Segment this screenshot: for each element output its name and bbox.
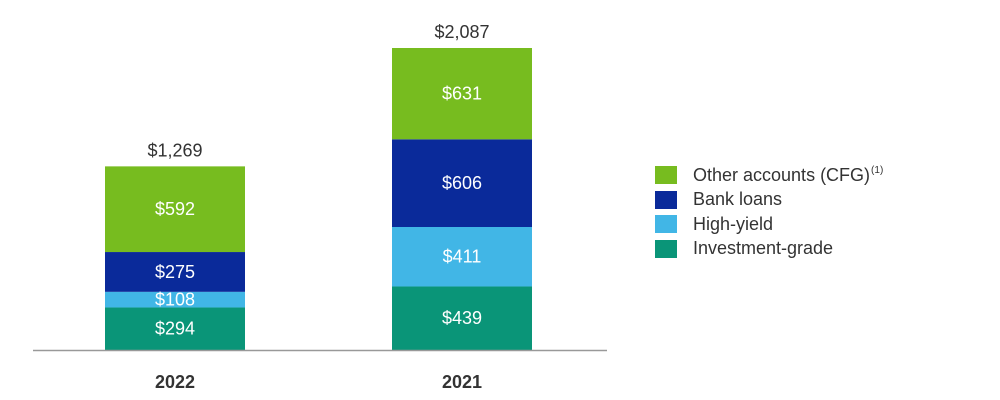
bar-segment-high-yield-2022 <box>105 291 245 308</box>
legend-swatch-investment-grade <box>655 239 677 258</box>
x-tick-labels-group: 2022 2021 <box>155 372 482 392</box>
data-label-other-accounts-cfg-2021: $631 <box>442 84 482 104</box>
x-tick-label-2021: 2021 <box>442 372 482 392</box>
bars-group <box>105 48 532 350</box>
x-tick-label-2022: 2022 <box>155 372 195 392</box>
data-label-bank-loans-2021: $606 <box>442 173 482 193</box>
legend-label-bank-loans: Bank loans <box>693 189 783 210</box>
data-label-investment-grade-2021: $439 <box>442 308 482 328</box>
data-label-bank-loans-2022: $275 <box>155 262 195 282</box>
legend-item-high-yield: High-yield <box>655 212 883 237</box>
legend-label-other-accounts: Other accounts (CFG)(1) <box>693 164 884 185</box>
data-label-other-accounts-cfg-2022: $592 <box>155 199 195 219</box>
data-label-high-yield-2022: $108 <box>155 290 195 310</box>
legend-swatch-bank-loans <box>655 190 677 209</box>
bar-segment-bank-loans-2022 <box>105 252 245 292</box>
bar-segment-investment-grade-2021 <box>392 286 532 350</box>
total-label-2021: $2,087 <box>434 22 489 42</box>
bar-segment-bank-loans-2021 <box>392 139 532 228</box>
bar-segment-other-accounts-cfg-2022 <box>105 166 245 253</box>
data-label-investment-grade-2022: $294 <box>155 319 195 339</box>
total-labels-group: $1,269 $2,087 <box>147 22 489 160</box>
legend-swatch-other-accounts <box>655 166 677 185</box>
bar-segment-other-accounts-cfg-2021 <box>392 48 532 140</box>
bar-segment-investment-grade-2022 <box>105 307 245 350</box>
legend-label-high-yield: High-yield <box>693 213 774 234</box>
legend-swatch-high-yield <box>655 215 677 234</box>
legend-label-investment-grade: Investment-grade <box>693 238 834 259</box>
legend-item-investment-grade: Investment-grade <box>655 237 883 262</box>
data-label-high-yield-2021: $411 <box>443 247 482 267</box>
segment-labels-group: $294 $108 $275 $592 $439 $411 $606 $631 <box>155 84 482 339</box>
bar-segment-high-yield-2021 <box>392 227 532 287</box>
total-label-2022: $1,269 <box>147 140 202 160</box>
legend-item-other-accounts: Other accounts (CFG)(1) <box>655 163 883 188</box>
legend-item-bank-loans: Bank loans <box>655 188 883 213</box>
legend: Other accounts (CFG)(1) Bank loans High-… <box>655 163 883 261</box>
